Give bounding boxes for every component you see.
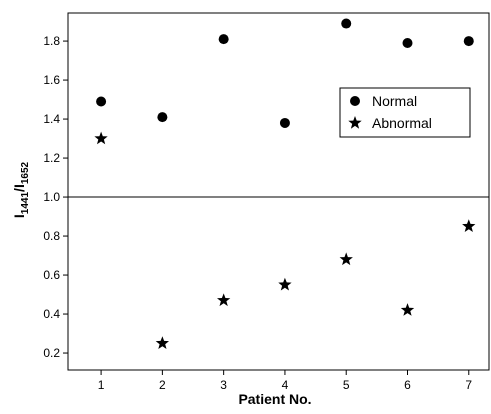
legend-label: Normal	[372, 93, 417, 109]
x-tick-label: 6	[404, 378, 411, 392]
y-tick-label: 1.6	[43, 73, 60, 87]
circle-marker	[279, 117, 290, 128]
x-tick-label: 4	[282, 378, 289, 392]
circle-marker	[402, 38, 413, 49]
y-tick-label: 0.4	[43, 307, 60, 321]
star-marker	[400, 303, 415, 316]
y-label-part: I	[11, 214, 27, 218]
y-tick-label: 1.2	[43, 151, 60, 165]
x-tick-label: 1	[98, 378, 105, 392]
star-marker	[278, 277, 292, 291]
circle-marker	[157, 112, 168, 123]
x-tick-label: 5	[343, 378, 350, 392]
y-tick-label: 0.2	[43, 346, 60, 360]
y-tick-label: 1.8	[43, 34, 60, 48]
y-label-part: 1652	[20, 161, 31, 184]
star-marker	[155, 336, 169, 349]
circle-marker	[463, 36, 474, 47]
circle-marker	[341, 18, 352, 29]
x-tick-label: 2	[159, 378, 166, 392]
y-tick-label: 1.4	[43, 112, 60, 126]
star-marker	[339, 252, 353, 266]
x-tick-label: 7	[465, 378, 472, 392]
legend-label: Abnormal	[372, 115, 432, 131]
x-axis-label: Patient No.	[238, 391, 311, 407]
circle-marker	[96, 96, 107, 107]
y-axis-label: I1441/I1652	[11, 161, 31, 218]
star-marker	[462, 219, 476, 232]
star-marker	[217, 293, 231, 307]
plot-frame	[67, 12, 490, 371]
y-tick-label: 0.8	[43, 229, 60, 243]
y-tick-label: 0.6	[43, 268, 60, 282]
x-tick-label: 3	[220, 378, 227, 392]
legend-marker	[350, 96, 360, 106]
y-label-part: 1441	[20, 192, 31, 215]
circle-marker	[218, 34, 229, 45]
legend-marker	[348, 116, 362, 129]
y-tick-label: 1.0	[43, 190, 60, 204]
star-marker	[94, 131, 108, 145]
legend-box	[339, 87, 471, 138]
y-label-part: /I	[11, 184, 27, 192]
